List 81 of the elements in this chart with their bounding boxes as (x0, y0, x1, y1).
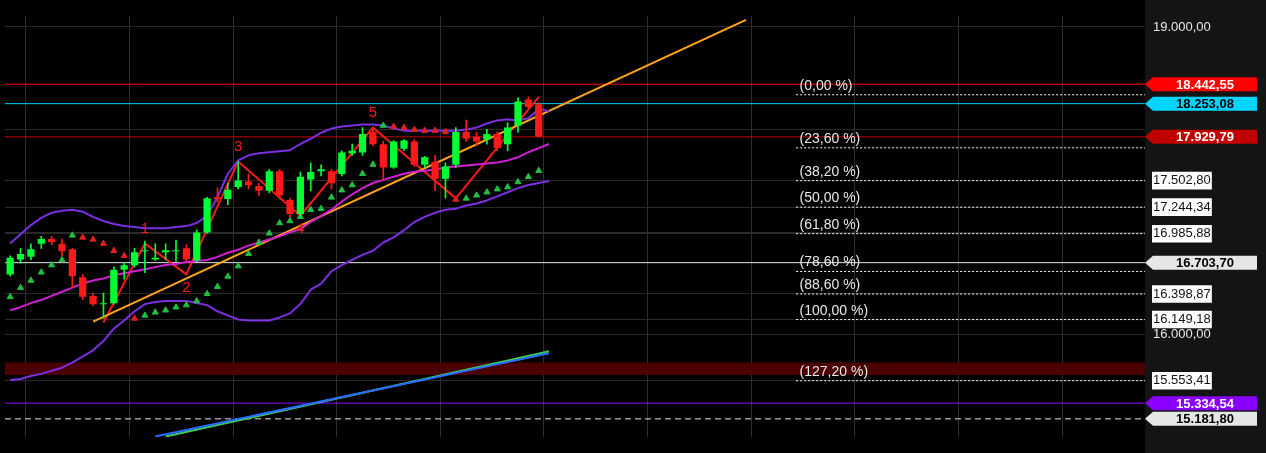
ref-line-label: 18.253,08 (1176, 96, 1234, 112)
point (327, 193, 335, 200)
point (276, 219, 284, 226)
y-tick-label: 17.502,80 (1153, 172, 1211, 188)
annotation: 3 (234, 137, 243, 155)
point (6, 292, 14, 300)
point (245, 249, 253, 257)
ref-line-label: 15.181,80 (1176, 411, 1234, 427)
point (286, 216, 294, 224)
point (369, 160, 377, 167)
point (58, 255, 66, 263)
point (151, 308, 159, 315)
point (182, 301, 190, 308)
point (68, 231, 76, 238)
point (307, 205, 315, 212)
candlestick (348, 143, 356, 156)
point (504, 183, 512, 190)
y-tick-label: 16.000,00 (1153, 326, 1211, 342)
annotation: 4 (296, 219, 305, 237)
point (141, 311, 149, 318)
point (172, 303, 180, 310)
point (514, 177, 522, 185)
y-tick-label: 15.553,41 (1153, 372, 1211, 388)
annotation: (23,60 %) (799, 129, 861, 146)
y-tick-label: 17.244,34 (1153, 198, 1211, 214)
y-tick-label: 16.149,18 (1153, 311, 1211, 327)
annotation: (50,00 %) (799, 189, 861, 206)
candlestick (172, 239, 180, 262)
point (224, 272, 232, 279)
point (89, 235, 97, 242)
ref-line-label: 16.703,70 (1176, 255, 1234, 271)
annotation: 5 (368, 103, 378, 121)
point (317, 204, 325, 211)
point (99, 239, 107, 246)
point (390, 122, 398, 129)
point (473, 191, 481, 198)
point (493, 185, 501, 192)
annotation: (127,20 %) (799, 362, 869, 379)
point (27, 276, 35, 283)
point (203, 289, 211, 297)
point (483, 188, 491, 195)
point (359, 169, 367, 176)
annotation: 2 (182, 277, 191, 295)
point (524, 172, 532, 180)
point (452, 195, 460, 202)
point (48, 261, 56, 268)
candlestick (151, 243, 159, 261)
point (234, 262, 242, 269)
point (265, 229, 273, 236)
point (193, 297, 201, 304)
annotation: (88,60 %) (799, 275, 861, 292)
ref-line-label: 15.334,54 (1176, 395, 1235, 411)
point (441, 127, 449, 134)
point (255, 238, 263, 245)
point (410, 125, 418, 132)
y-tick-label: 16.398,87 (1153, 285, 1211, 301)
candlestick (317, 164, 325, 177)
y-tick-label: 19.000,00 (1153, 18, 1211, 34)
point (421, 126, 429, 133)
point (462, 194, 470, 201)
ref-line-label: 17.929,79 (1176, 129, 1234, 145)
point (348, 181, 356, 188)
annotation: (38,20 %) (799, 162, 861, 179)
point (213, 282, 221, 289)
candlestick (141, 240, 149, 273)
point (37, 268, 45, 275)
point (17, 283, 25, 290)
ref-line-label: 18.442,55 (1176, 76, 1234, 92)
point (110, 246, 118, 253)
point (338, 186, 346, 193)
point (79, 233, 87, 240)
y-tick-label: 16.985,88 (1153, 225, 1211, 241)
point (431, 126, 439, 133)
annotation: (61,80 %) (799, 215, 861, 232)
point (535, 166, 543, 173)
point (131, 314, 139, 321)
annotation: (100,00 %) (799, 301, 869, 318)
point (400, 123, 408, 130)
point (120, 251, 128, 259)
point (379, 121, 387, 128)
point (162, 306, 170, 313)
